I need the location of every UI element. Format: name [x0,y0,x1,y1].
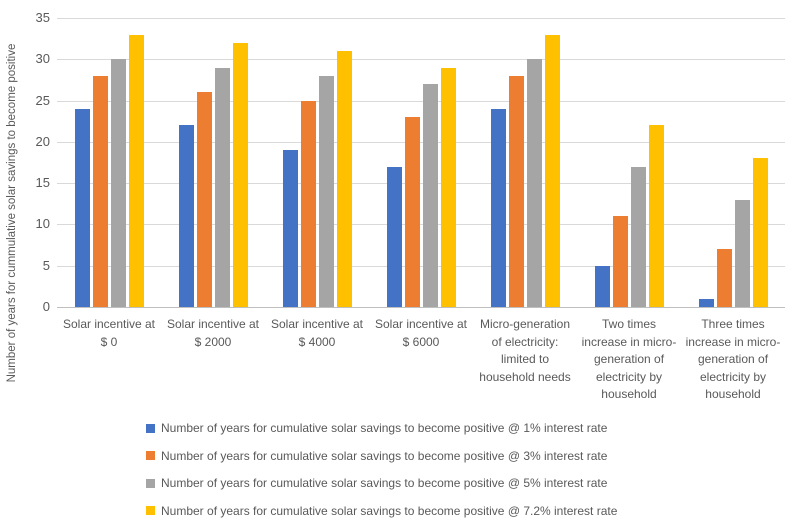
legend-item: Number of years for cumulative solar sav… [146,420,617,436]
legend-swatch-icon [146,478,155,488]
gridline [57,100,785,102]
plot-area: 0 5 10 15 20 25 30 35 [36,10,785,314]
bar-group [577,18,681,307]
bar [92,75,108,307]
legend-label: Number of years for cumulative solar sav… [161,503,618,518]
bar [282,150,298,307]
bar-group [681,18,785,307]
gridline [57,18,785,19]
bar [128,34,144,307]
bar-group [161,18,265,307]
bar [336,51,352,307]
bar [734,199,750,307]
bar [698,298,714,307]
legend: Number of years for cumulative solar sav… [146,420,617,530]
bar [440,67,456,307]
bar [648,125,664,307]
x-category-label: Solar incentive at $ 6000 [374,317,468,349]
bar [594,265,610,307]
bar [196,92,212,307]
y-tick-label: 10 [35,216,50,232]
legend-swatch-icon [146,451,155,460]
bar [526,59,542,307]
legend-label: Number of years for cumulative solar sav… [161,476,608,490]
bar [422,84,438,307]
bar [178,125,194,307]
bar [300,100,316,307]
bar-group [57,18,161,307]
x-category-label: Two times increase in micro-generation of… [581,317,677,401]
bar [318,75,334,307]
bar-group [265,18,369,307]
gridline [57,59,785,61]
x-category-label: Micro-generation of electricity: limited t… [479,317,571,384]
bar [716,249,732,307]
bar [490,108,506,307]
y-axis-title: Number of years for cummulative solar sa… [6,43,18,383]
bar [612,216,628,307]
legend-label: Number of years for cumulative solar sav… [161,448,608,463]
bar [752,158,768,307]
y-tick-label: 0 [42,299,50,314]
legend-label: Number of years for cumulative solar sav… [161,421,608,435]
y-tick-label: 20 [35,133,50,149]
legend-swatch-icon [146,423,155,433]
bar [630,166,646,307]
legend-item: Number of years for cumulative solar sav… [146,503,617,519]
bar [74,108,90,307]
bar [508,75,524,307]
x-category-label: Solar incentive at $ 4000 [270,317,364,349]
y-tick-label: 5 [42,257,50,273]
bar-group [473,18,577,307]
bar [386,166,402,307]
bar [544,34,560,307]
bar-group [369,18,473,307]
bar [214,67,230,307]
y-tick-label: 15 [35,175,50,191]
gridline [57,265,785,267]
gridline [57,183,785,185]
gridline [57,224,785,226]
y-tick-label: 30 [35,51,50,67]
bar [404,117,420,307]
bar [232,42,248,307]
bar [110,59,126,307]
legend-item: Number of years for cumulative solar sav… [146,448,617,464]
x-category-label: Solar incentive at $ 2000 [166,317,260,349]
y-tick-label: 25 [35,92,50,108]
x-category-label: Solar incentive at $ 0 [62,317,156,349]
gridline [57,141,785,143]
x-category-label: Three times increase in micro-generation … [685,317,781,401]
legend-swatch-icon [146,506,155,515]
y-tick-label: 35 [35,10,50,25]
x-axis-line [57,307,785,308]
legend-item: Number of years for cumulative solar sav… [146,475,617,491]
